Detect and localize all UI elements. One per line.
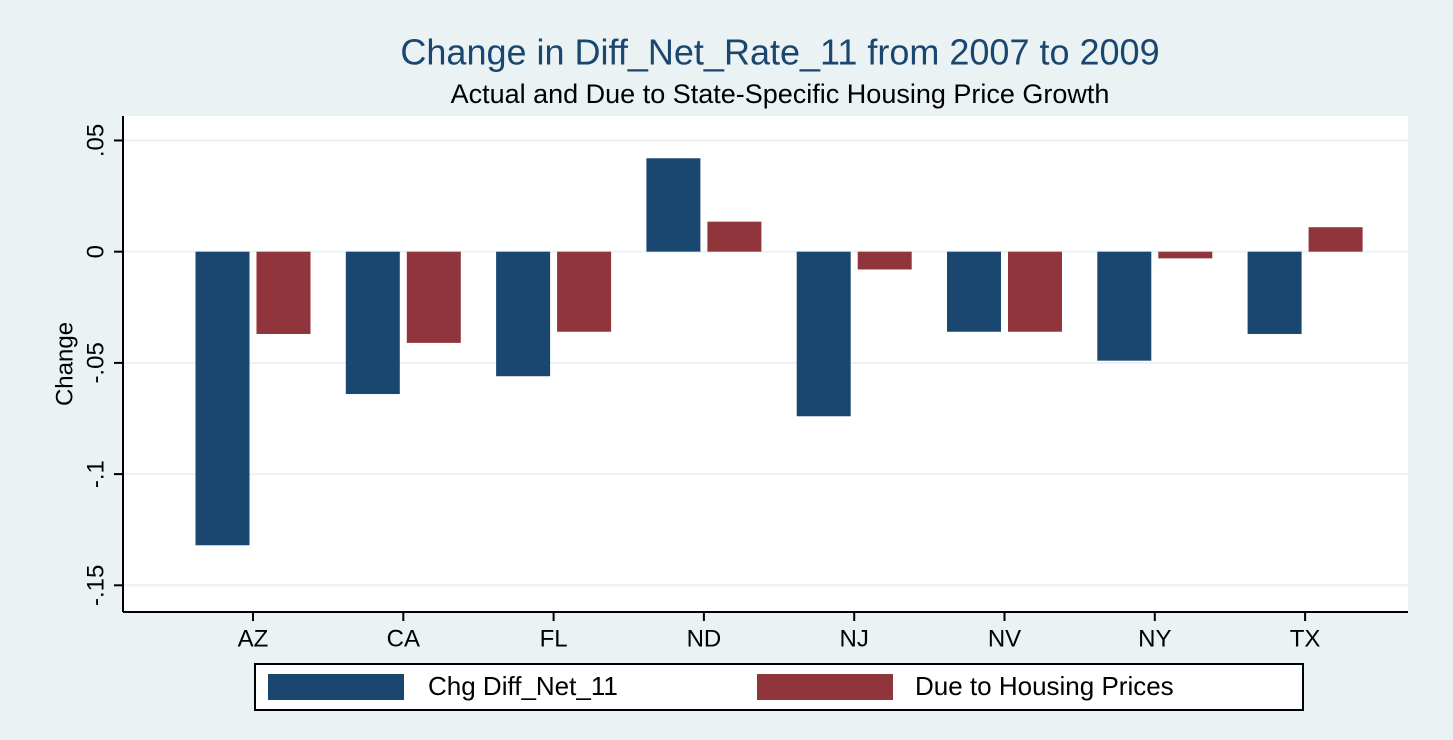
bar xyxy=(857,251,912,270)
x-tick-label: CA xyxy=(387,625,420,652)
legend-swatch xyxy=(757,674,893,700)
bar xyxy=(947,251,1001,332)
bar xyxy=(345,251,400,395)
y-tick-label: -.15 xyxy=(82,565,109,606)
x-tick-label: NJ xyxy=(840,625,869,652)
bar xyxy=(1158,251,1213,259)
grid xyxy=(123,139,1408,587)
bars xyxy=(195,158,1363,546)
y-tick-label: -.05 xyxy=(82,342,109,383)
x-tick-label: NY xyxy=(1138,625,1171,652)
bar xyxy=(406,251,461,343)
x-tick-label: AZ xyxy=(238,625,269,652)
y-tick-label: -.1 xyxy=(82,460,109,488)
legend-label: Due to Housing Prices xyxy=(915,671,1174,701)
chart-subtitle: Actual and Due to State-Specific Housing… xyxy=(451,79,1110,109)
plot-region xyxy=(123,116,1408,612)
bar xyxy=(1247,251,1302,334)
bar xyxy=(1008,251,1062,332)
x-tick-label: NV xyxy=(988,625,1021,652)
bar xyxy=(256,251,311,334)
y-axis-title: Change xyxy=(51,322,78,406)
x-tick-label: TX xyxy=(1290,625,1321,652)
bar xyxy=(557,251,612,332)
bar xyxy=(1097,251,1152,361)
bar xyxy=(796,251,851,417)
bar xyxy=(496,251,551,377)
x-tick-label: ND xyxy=(687,625,722,652)
chart-title: Change in Diff_Net_Rate_11 from 2007 to … xyxy=(400,32,1159,73)
legend-label: Chg Diff_Net_11 xyxy=(428,671,618,701)
bar xyxy=(1308,227,1363,252)
bar xyxy=(707,221,762,252)
bar xyxy=(646,158,701,252)
y-tick-label: 0 xyxy=(82,245,109,258)
y-tick-label: .05 xyxy=(82,124,109,157)
bar xyxy=(195,251,250,546)
legend-swatch xyxy=(268,674,404,700)
x-tick-label: FL xyxy=(540,625,568,652)
